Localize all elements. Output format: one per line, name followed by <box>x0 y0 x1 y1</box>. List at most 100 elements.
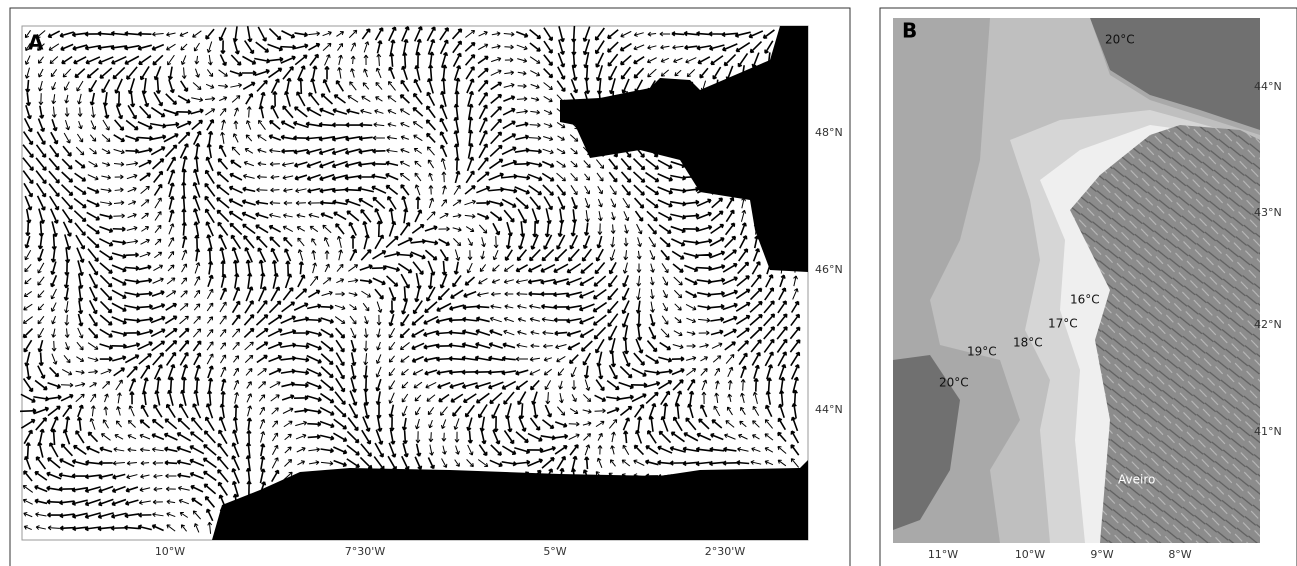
vector-arrow <box>480 250 486 260</box>
vector-arrow <box>387 109 397 115</box>
vector-arrow <box>194 234 200 249</box>
vector-arrow <box>283 236 293 247</box>
vector-arrow <box>319 173 335 182</box>
vector-arrow <box>127 419 136 428</box>
vector-arrow <box>78 120 83 130</box>
vector-arrow <box>62 68 72 78</box>
vector-arrow <box>283 248 292 262</box>
vector-arrow <box>217 157 229 170</box>
vector-arrow <box>129 91 136 108</box>
vector-arrow <box>529 28 542 40</box>
vector-arrow <box>65 342 70 351</box>
vector-arrow <box>245 442 252 458</box>
vector-arrow <box>672 379 684 391</box>
vector-arrow <box>346 108 360 115</box>
vector-arrow <box>749 40 763 54</box>
vector-arrow <box>77 93 82 105</box>
vector-arrow <box>153 183 163 196</box>
vector-arrow <box>528 291 542 297</box>
vector-arrow <box>662 402 669 420</box>
vector-arrow <box>452 213 462 219</box>
vector-arrow <box>217 442 229 457</box>
vector-arrow <box>439 104 448 120</box>
vector-arrow <box>115 104 124 120</box>
vector-arrow <box>218 429 228 445</box>
vector-arrow <box>411 342 425 351</box>
vector-arrow <box>488 355 504 361</box>
panel-label: B <box>902 19 917 43</box>
vector-arrow <box>334 316 346 324</box>
vector-arrow <box>387 122 397 127</box>
vector-arrow <box>478 404 488 419</box>
vector-arrow <box>388 392 395 404</box>
vector-arrow <box>776 313 788 327</box>
vector-arrow <box>543 27 553 42</box>
vector-arrow <box>281 30 296 39</box>
vector-arrow <box>34 471 48 481</box>
lat-label: 44°N <box>815 403 843 416</box>
vector-arrow <box>181 376 187 393</box>
vector-arrow <box>308 447 320 452</box>
vector-arrow <box>400 121 410 128</box>
vector-arrow <box>163 432 178 441</box>
vector-arrow <box>636 288 641 301</box>
vector-arrow <box>388 368 396 377</box>
vector-arrow <box>464 54 476 66</box>
vector-arrow <box>271 457 279 469</box>
vector-arrow <box>87 248 99 262</box>
vector-arrow <box>205 28 215 40</box>
vector-arrow <box>397 262 413 274</box>
vector-arrow <box>396 252 414 259</box>
vector-arrow <box>111 316 127 325</box>
vector-arrow <box>268 28 282 41</box>
vector-arrow <box>322 42 332 51</box>
vector-arrow <box>514 459 531 466</box>
vector-arrow <box>99 213 113 220</box>
vector-arrow <box>585 210 590 223</box>
vector-arrow <box>467 103 474 121</box>
vector-arrow <box>123 44 140 51</box>
vector-arrow <box>542 184 554 196</box>
vector-arrow <box>192 340 202 352</box>
vector-arrow <box>764 287 775 301</box>
vector-arrow <box>682 460 700 467</box>
vector-arrow <box>37 248 44 262</box>
vector-arrow <box>632 157 646 171</box>
vector-arrow <box>318 147 335 156</box>
vector-arrow <box>180 43 188 51</box>
vector-arrow <box>71 459 88 466</box>
panel-a: A 48°N 46°N 44°N 10°W 7°30'W 5°W 2°30'W <box>9 7 851 566</box>
vector-arrow <box>255 199 269 206</box>
vector-arrow <box>306 395 322 402</box>
vector-arrow <box>59 525 74 531</box>
vector-arrow <box>659 31 671 37</box>
vector-arrow <box>711 342 723 349</box>
vector-arrow <box>722 302 738 311</box>
vector-arrow <box>219 287 227 301</box>
vector-arrow <box>722 289 739 298</box>
vector-arrow <box>103 105 110 119</box>
vector-arrow <box>48 157 60 171</box>
vector-arrow <box>454 459 460 467</box>
vector-arrow <box>415 38 422 55</box>
vector-arrow <box>333 418 348 430</box>
vector-arrow <box>127 104 137 120</box>
vector-arrow <box>592 288 607 300</box>
vector-arrow <box>245 134 253 142</box>
vector-arrow <box>305 121 323 128</box>
vector-arrow <box>647 31 657 37</box>
vector-arrow <box>543 196 553 211</box>
vector-arrow <box>243 173 255 179</box>
lat-label: 42°N <box>1254 318 1282 331</box>
vector-arrow <box>137 316 154 322</box>
vector-arrow <box>527 458 544 467</box>
vector-arrow <box>112 66 126 80</box>
vector-arrow <box>338 54 343 66</box>
vector-arrow <box>168 195 175 210</box>
vector-arrow <box>401 381 409 389</box>
vector-arrow <box>662 276 669 286</box>
vector-arrow <box>179 80 189 92</box>
vector-arrow <box>319 434 335 441</box>
vector-arrow <box>554 421 568 428</box>
vector-arrow <box>164 327 178 338</box>
